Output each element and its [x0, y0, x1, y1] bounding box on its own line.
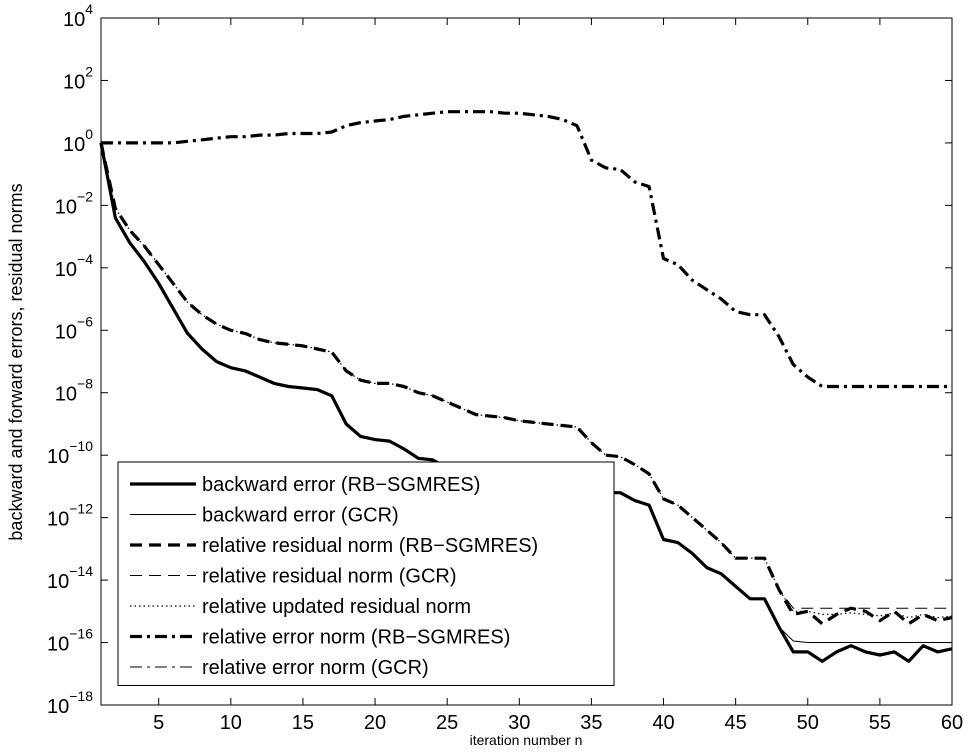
legend-entry-label: relative residual norm (GCR): [202, 566, 457, 588]
y-tick-label: 10−2: [55, 188, 93, 218]
y-tick-label: 10−12: [47, 501, 93, 531]
legend-box: [117, 461, 615, 686]
y-tick-exponent: −14: [69, 563, 93, 579]
y-tick-exponent: −2: [77, 188, 93, 204]
y-tick-exponent: −6: [77, 313, 93, 329]
legend-entry-label: relative residual norm (RB−SGMRES): [202, 535, 538, 557]
y-tick-base: 10: [47, 634, 69, 656]
legend: backward error (RB−SGMRES) backward error…: [117, 461, 615, 686]
y-tick-base: 10: [55, 196, 77, 218]
y-tick-exponent: −16: [69, 626, 93, 642]
y-tick-base: 10: [63, 71, 85, 93]
x-tick-label: 35: [580, 712, 602, 734]
y-tick-exponent: −10: [69, 438, 93, 454]
plot-frame: [100, 17, 953, 706]
y-tick-label: 10−16: [47, 626, 93, 656]
y-tick-label: 10−6: [55, 313, 93, 343]
y-tick-base: 10: [47, 696, 69, 718]
y-tick-base: 10: [55, 321, 77, 343]
series-line-2: [99, 142, 953, 626]
y-tick-exponent: −18: [69, 688, 93, 704]
y-tick-exponent: 4: [85, 1, 93, 17]
y-tick-label: 10−18: [47, 688, 93, 718]
y-tick-base: 10: [47, 446, 69, 468]
y-tick-exponent: 2: [85, 63, 93, 79]
x-tick-label: 55: [869, 712, 891, 734]
y-tick-label: 104: [63, 1, 93, 31]
y-tick-base: 10: [47, 571, 69, 593]
x-tick-label: 20: [364, 712, 386, 734]
x-tick-label: 10: [220, 712, 242, 734]
x-axis-label: iteration number n: [470, 732, 583, 748]
x-tick-label: 30: [508, 712, 530, 734]
y-tick-label: 100: [63, 126, 93, 156]
x-tick-label: 60: [941, 712, 963, 734]
y-tick-base: 10: [47, 509, 69, 531]
legend-entry-label: relative error norm (GCR): [202, 657, 429, 679]
y-tick-base: 10: [55, 384, 77, 406]
y-tick-base: 10: [55, 259, 77, 281]
y-tick-exponent: −8: [77, 376, 93, 392]
legend-entry-label: backward error (GCR): [202, 505, 399, 527]
y-tick-base: 10: [63, 134, 85, 156]
y-tick-label: 10−4: [55, 251, 93, 281]
x-tick-label: 15: [292, 712, 314, 734]
y-tick-label: 10−10: [47, 438, 93, 468]
y-tick-label: 10−14: [47, 563, 93, 593]
x-tick-label: 45: [725, 712, 747, 734]
y-tick-exponent: 0: [85, 126, 93, 142]
y-tick-label: 102: [63, 63, 93, 93]
tick-layer: 5 10 15 20 25 30 35 40 45 50 55 6010−1810−1610−1410…: [47, 1, 963, 734]
legend-entry-label: relative error norm (RB−SGMRES): [202, 627, 510, 649]
x-tick-label: 25: [436, 712, 458, 734]
y-tick-exponent: −12: [69, 501, 93, 517]
y-tick-exponent: −4: [77, 251, 93, 267]
legend-entry-label: relative updated residual norm: [202, 596, 471, 618]
legend-entry-label: backward error (RB−SGMRES): [202, 474, 480, 496]
y-tick-base: 10: [63, 9, 85, 31]
x-tick-label: 50: [797, 712, 819, 734]
x-tick-label: 5: [153, 712, 164, 734]
x-tick-label: 40: [652, 712, 674, 734]
y-axis-label: backward and forward errors, residual no…: [6, 183, 26, 540]
series-line-5: [101, 110, 952, 389]
y-tick-label: 10−8: [55, 376, 93, 406]
